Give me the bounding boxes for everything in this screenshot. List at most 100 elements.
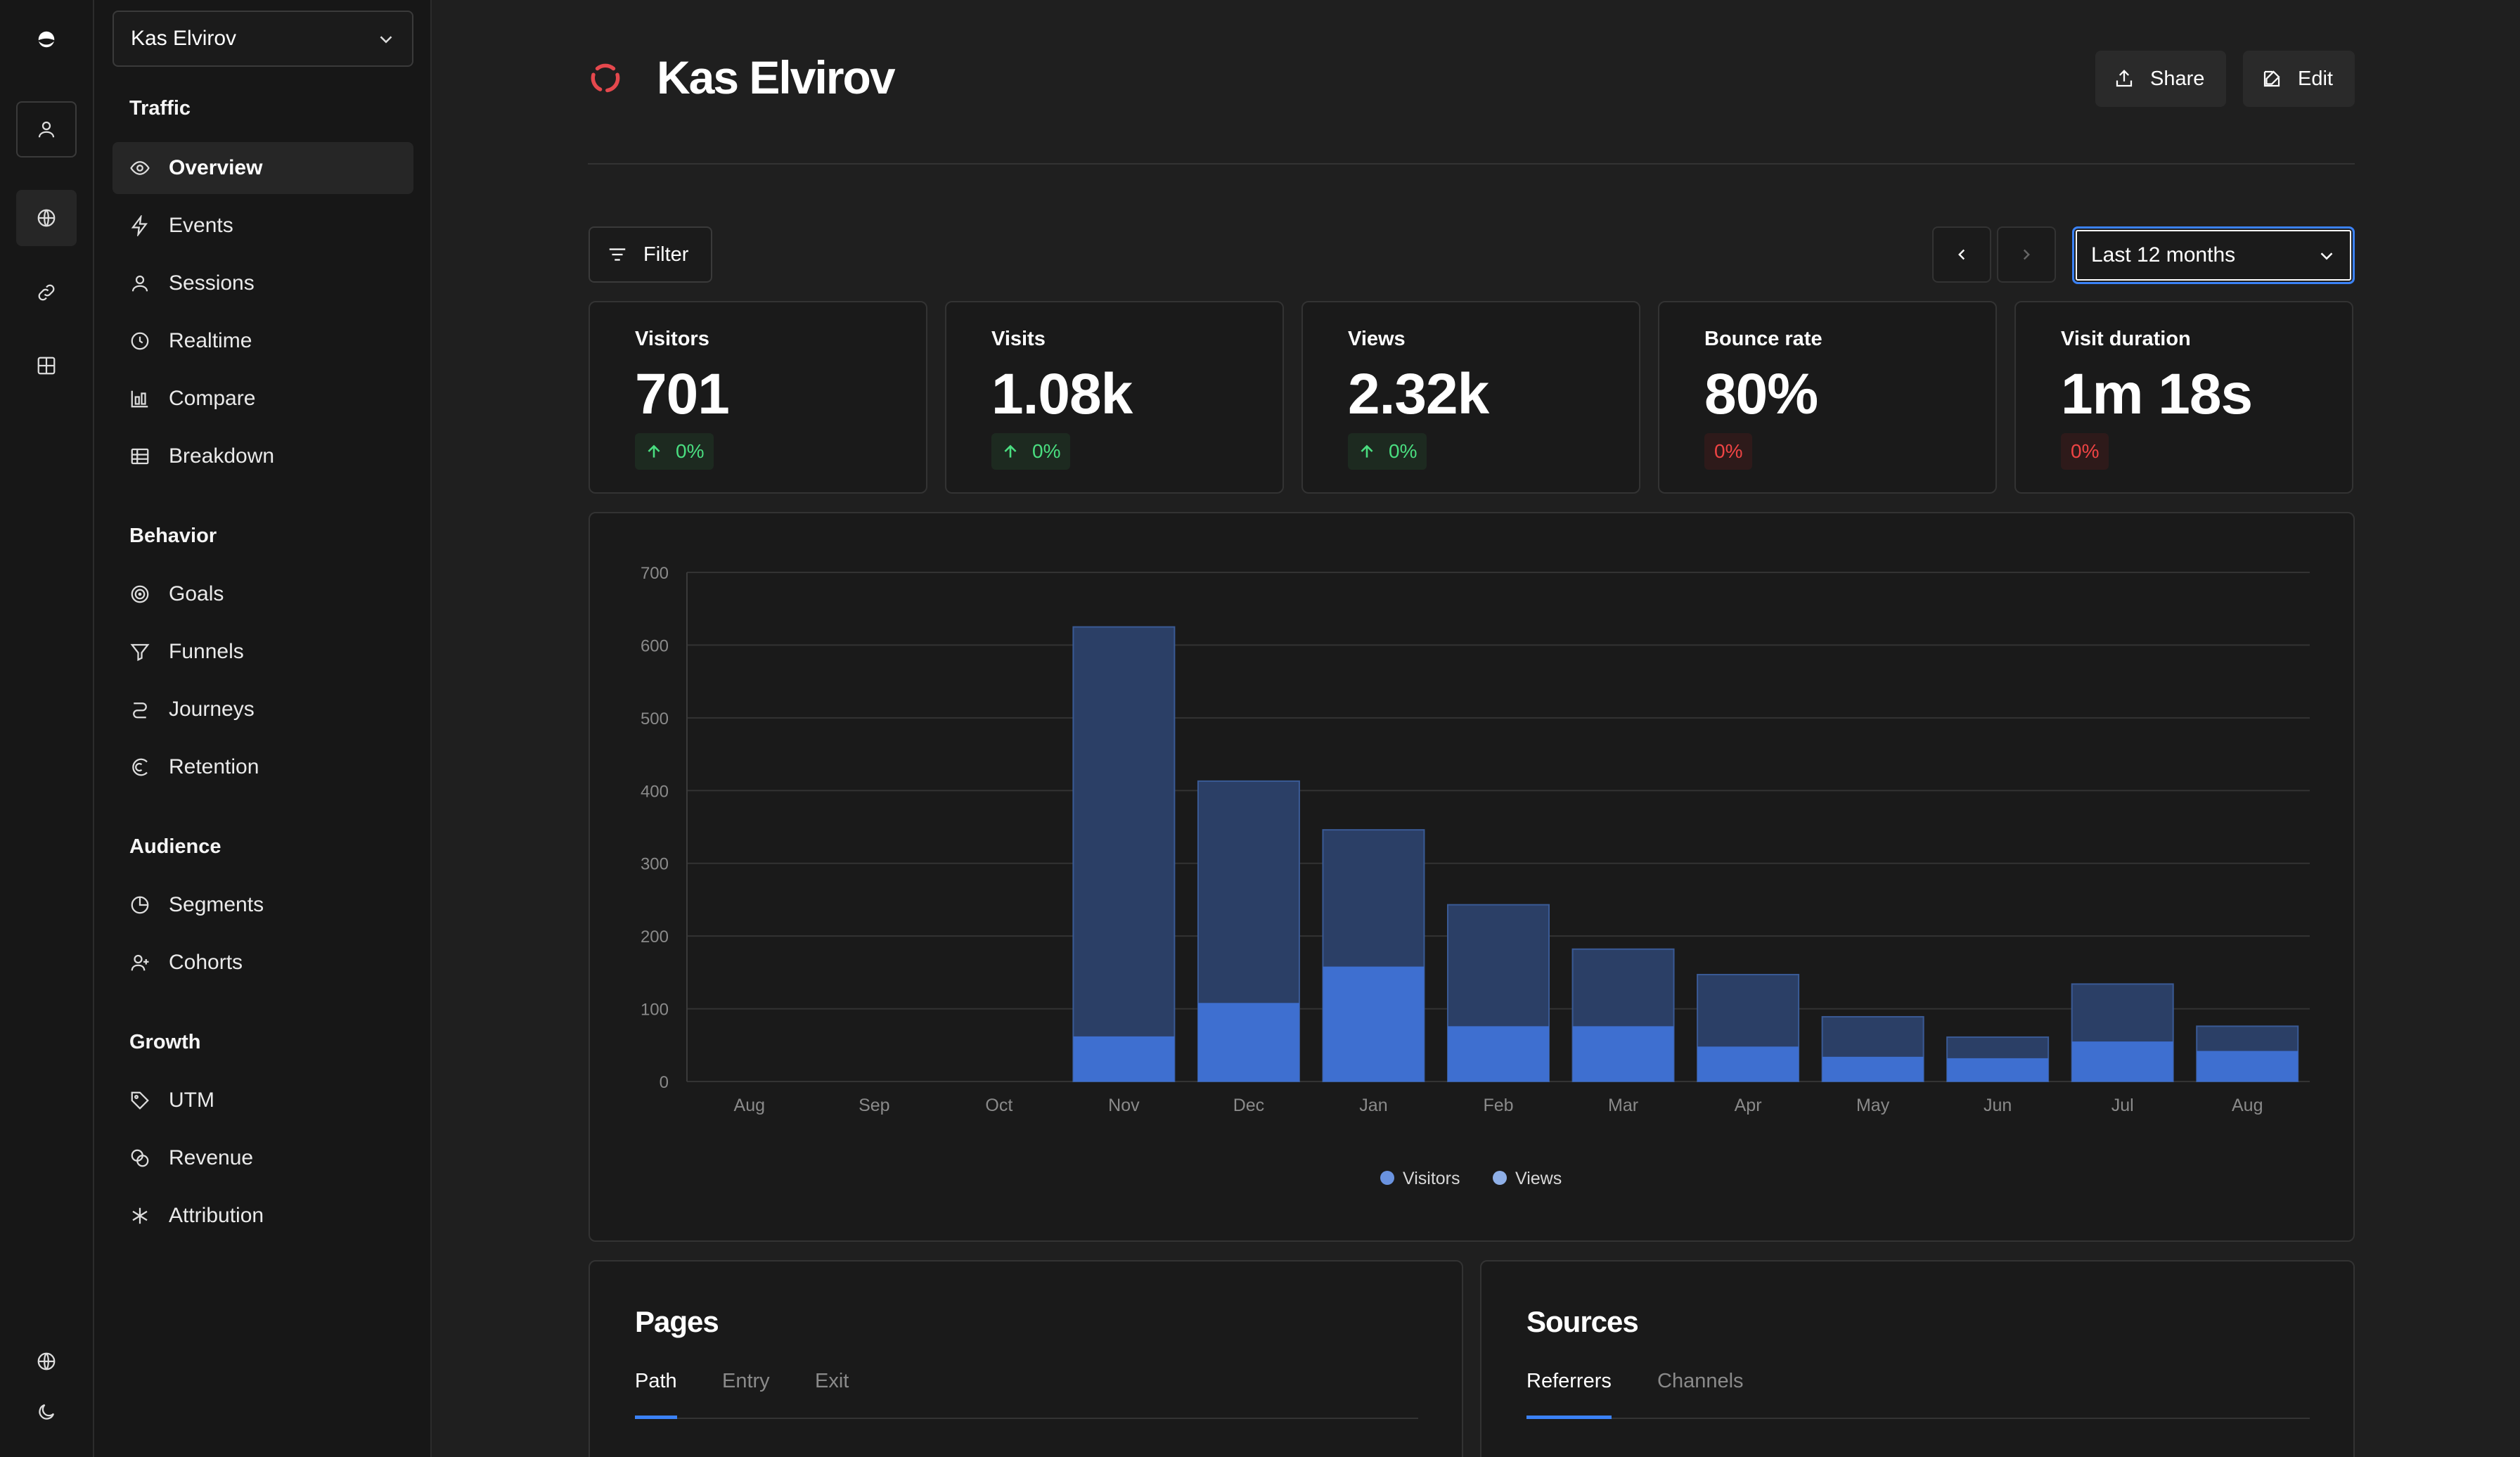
metric-value: 80%	[1704, 362, 1818, 426]
sidebar-item-journeys[interactable]: Journeys	[112, 683, 413, 736]
sidebar-item-segments[interactable]: Segments	[112, 879, 413, 931]
section-title-audience: Audience	[129, 835, 221, 858]
y-tick-label: 700	[641, 564, 669, 583]
edit-label: Edit	[2298, 67, 2333, 90]
sidebar-item-breakdown[interactable]: Breakdown	[112, 430, 413, 482]
next-period-button[interactable]	[1997, 226, 2056, 283]
filter-icon	[609, 248, 626, 261]
site-selector[interactable]: Kas Elvirov	[112, 11, 413, 67]
sidebar-item-attribution[interactable]: Attribution	[112, 1190, 413, 1242]
sidebar-item-compare[interactable]: Compare	[112, 373, 413, 425]
target-icon	[131, 585, 149, 603]
metric-change-value: 0%	[1032, 440, 1061, 462]
tab-entry[interactable]: Entry	[722, 1370, 770, 1392]
metric-change-value: 0%	[1389, 440, 1418, 462]
y-tick-label: 500	[641, 710, 669, 728]
sidebar-item-label: Sessions	[169, 271, 255, 295]
tab-referrers[interactable]: Referrers	[1526, 1370, 1612, 1419]
metric-change-value: 0%	[676, 440, 705, 462]
y-tick-label: 200	[641, 928, 669, 946]
y-tick-label: 300	[641, 855, 669, 874]
metric-change-badge: 0%	[1704, 433, 1753, 470]
chart-panel: 0 100 200 300 400 500 600 700 Aug Sep Oct Nov Dec Jan…	[589, 512, 2355, 1242]
sidebar-item-events[interactable]: Events	[112, 200, 413, 252]
share-button[interactable]: Share	[2095, 51, 2226, 107]
logo-icon[interactable]	[16, 11, 77, 68]
x-tick-label: Nov	[1108, 1096, 1140, 1115]
x-tick-label: Feb	[1483, 1096, 1513, 1115]
metric-value: 701	[635, 362, 730, 426]
moon-icon[interactable]	[16, 1384, 77, 1440]
metric-card-bounce-rate: Bounce rate 80% 0%	[1658, 301, 1997, 494]
pages-panel: Pages Path Entry Exit	[589, 1260, 1463, 1457]
sidebar-item-retention[interactable]: Retention	[112, 741, 413, 793]
sidebar-item-utm[interactable]: UTM	[112, 1074, 413, 1127]
bar-visitors	[1822, 1056, 1924, 1081]
filter-button[interactable]: Filter	[589, 226, 712, 283]
sources-panel: Sources Referrers Channels	[1480, 1260, 2355, 1457]
metric-value: 2.32k	[1348, 362, 1489, 426]
date-range-select[interactable]: Last 12 months	[2072, 226, 2355, 284]
chevron-down-icon	[380, 36, 392, 44]
x-tick-label: Jul	[2111, 1096, 2134, 1115]
tab-path[interactable]: Path	[635, 1370, 677, 1419]
legend-swatch-visitors	[1380, 1171, 1394, 1185]
chevron-right-icon	[2023, 249, 2030, 260]
metric-value: 1m 18s	[2061, 362, 2253, 426]
grid-icon[interactable]	[16, 338, 77, 394]
tab-channels[interactable]: Channels	[1657, 1370, 1744, 1392]
metric-value: 1.08k	[991, 362, 1133, 426]
sidebar-item-realtime[interactable]: Realtime	[112, 315, 413, 367]
metric-change-badge: 0%	[2061, 433, 2109, 470]
legend-label-views: Views	[1515, 1169, 1562, 1188]
x-tick-label: May	[1856, 1096, 1890, 1115]
metric-label: Visits	[991, 328, 1046, 350]
sidebar-item-sessions[interactable]: Sessions	[112, 257, 413, 309]
language-icon[interactable]	[16, 1333, 77, 1389]
chevron-left-icon	[1958, 249, 1965, 260]
sidebar-item-label: Compare	[169, 387, 256, 410]
sidebar-item-funnels[interactable]: Funnels	[112, 626, 413, 678]
legend-label-visitors: Visitors	[1403, 1169, 1460, 1188]
traffic-chart: 0 100 200 300 400 500 600 700 Aug Sep Oct Nov Dec Jan…	[641, 564, 2310, 1188]
share-label: Share	[2150, 67, 2205, 90]
bar-visitors	[1323, 966, 1425, 1081]
sidebar-item-label: Journeys	[169, 698, 255, 721]
edit-button[interactable]: Edit	[2243, 51, 2355, 107]
chevron-down-icon	[2320, 252, 2333, 260]
metric-change-value: 0%	[1714, 440, 1743, 462]
metric-change-badge: 0%	[635, 433, 714, 470]
sidebar-item-goals[interactable]: Goals	[112, 568, 413, 620]
sidebar-item-label: UTM	[169, 1089, 214, 1112]
sidebar-item-label: Overview	[169, 156, 263, 179]
date-range-value: Last 12 months	[2091, 243, 2236, 267]
sidebar-item-overview[interactable]: Overview	[112, 142, 413, 194]
metric-change-badge: 0%	[1348, 433, 1427, 470]
sidebar-item-label: Segments	[169, 893, 264, 916]
legend-swatch-views	[1493, 1171, 1507, 1185]
x-tick-label: Oct	[985, 1096, 1012, 1115]
user-icon[interactable]	[16, 101, 77, 158]
bar-visitors	[2071, 1041, 2173, 1081]
sidebar-item-label: Revenue	[169, 1146, 254, 1169]
link-icon[interactable]	[16, 264, 77, 321]
magnet-icon	[132, 758, 148, 776]
coins-icon	[131, 1149, 149, 1167]
sidebar-item-label: Cohorts	[169, 951, 243, 974]
x-tick-label: Aug	[2232, 1096, 2263, 1115]
sidebar-item-label: Goals	[169, 582, 224, 605]
tab-exit[interactable]: Exit	[815, 1370, 849, 1392]
sidebar-item-label: Retention	[169, 755, 259, 778]
sidebar-item-revenue[interactable]: Revenue	[112, 1132, 413, 1184]
sidebar-item-cohorts[interactable]: Cohorts	[112, 937, 413, 989]
y-tick-label: 400	[641, 782, 669, 801]
site-selector-label: Kas Elvirov	[131, 27, 237, 50]
section-title-growth: Growth	[129, 1031, 201, 1053]
bar-visitors	[1448, 1026, 1549, 1081]
y-tick-label: 100	[641, 1001, 669, 1020]
previous-period-button[interactable]	[1932, 226, 1991, 283]
pages-title: Pages	[635, 1305, 719, 1338]
lightning-icon	[131, 215, 148, 236]
globe-icon[interactable]	[16, 190, 77, 246]
metric-change-badge: 0%	[991, 433, 1071, 470]
